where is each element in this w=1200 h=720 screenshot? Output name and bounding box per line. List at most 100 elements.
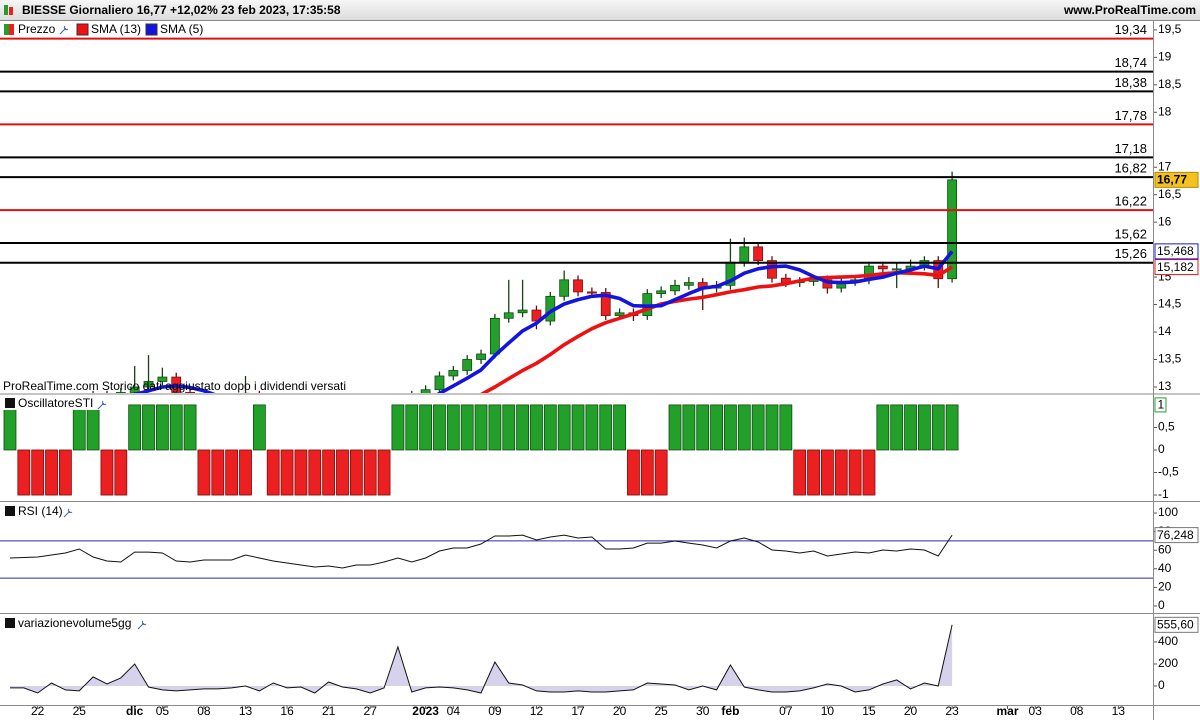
- header-site: www.ProRealTime.com: [1063, 3, 1196, 17]
- legend: Prezzo SMA (13) SMA (5): [4, 22, 203, 36]
- oscillator-bar: [751, 404, 765, 451]
- oscillator-bar: [710, 404, 723, 451]
- last-value-box: [1154, 616, 1199, 633]
- oscillator-bar: [904, 404, 917, 451]
- title-icon: [5, 398, 15, 408]
- title-bg: [2, 396, 112, 410]
- level-label: 16,22: [1114, 194, 1147, 209]
- wrench-icon[interactable]: [97, 400, 107, 410]
- oscillator-bar: [599, 404, 613, 451]
- candle-body: [185, 392, 195, 393]
- last-value-box: [1154, 259, 1199, 276]
- wrench-icon[interactable]: [137, 620, 147, 630]
- level-label: 19,34: [1114, 22, 1147, 37]
- oscillator-bar: [280, 449, 294, 496]
- y-tick-label: 14,5: [1158, 297, 1182, 311]
- x-tick-label: 05: [156, 704, 170, 718]
- x-tick-label: 27: [364, 704, 378, 718]
- title-bg: [2, 504, 78, 518]
- level-label: 15,62: [1114, 226, 1147, 241]
- oscillator-bar: [211, 449, 225, 496]
- candle-body: [255, 395, 264, 403]
- header-bar: [0, 0, 1200, 20]
- x-tick-label: dic: [126, 704, 144, 718]
- panel-titles: OscillatoreSTI RSI (14) variazionevolume…: [2, 396, 152, 630]
- frame: [0, 20, 1200, 720]
- data-note: ProRealTime.com Storico dati aggiustato …: [3, 379, 346, 393]
- oscillator-bar: [821, 449, 834, 496]
- oscillator-bar: [834, 449, 848, 496]
- candle-body: [600, 292, 611, 316]
- oscillator-bar: [114, 449, 128, 496]
- x-tick-label: 25: [73, 704, 87, 718]
- candle-body: [324, 417, 333, 420]
- x-tick-label: 09: [488, 704, 502, 718]
- oscillator-bar: [668, 404, 682, 451]
- legend-label: Prezzo: [18, 22, 56, 36]
- y-tick-label: 16: [1158, 214, 1172, 228]
- last-value-label: 15,182: [1157, 260, 1194, 274]
- candle-body: [503, 312, 514, 319]
- wrench-icon[interactable]: [59, 25, 69, 35]
- candle-body: [199, 401, 208, 404]
- level-label: 17,78: [1114, 108, 1147, 123]
- oscillator-bar: [405, 404, 419, 451]
- candle-body: [296, 412, 305, 415]
- header-title: BIESSE Giornaliero 16,77 +12,02% 23 feb …: [22, 3, 341, 17]
- oscillator-bar: [17, 449, 31, 496]
- candle-body: [517, 309, 528, 314]
- oscillator-bar: [876, 404, 890, 451]
- oscillator-bar: [142, 404, 155, 451]
- oscillator-bar: [571, 404, 585, 451]
- candle-body: [269, 403, 278, 408]
- y-tick-label: 17: [1158, 159, 1172, 173]
- level-label: 17,18: [1114, 141, 1147, 156]
- y-tick-label: 19,5: [1158, 22, 1182, 36]
- rsi-plot: [0, 534, 1153, 579]
- oscillator-bar: [391, 404, 405, 451]
- oscillator-bar: [543, 404, 557, 451]
- oscillator-bar: [45, 449, 58, 496]
- legend-label: SMA (13): [91, 22, 141, 36]
- oscillator-bar: [890, 404, 904, 451]
- candle-body: [434, 375, 445, 391]
- last-value-label: 555,60: [1157, 618, 1194, 632]
- x-tick-label: 20: [904, 704, 918, 718]
- candle-body: [767, 260, 777, 279]
- oscillator-bar: [737, 404, 751, 451]
- candle-body: [614, 312, 625, 316]
- oscillator-bar: [640, 449, 654, 496]
- price-plot: [92, 171, 958, 420]
- x-tick-label: 20: [613, 704, 627, 718]
- last-value-box: [1154, 397, 1167, 413]
- candle-body: [338, 417, 347, 420]
- x-tick-label: mar: [997, 704, 1019, 718]
- oscillator-bar: [183, 404, 197, 451]
- oscillator-bar: [336, 449, 349, 496]
- oscillator-bar: [807, 449, 820, 496]
- oscillator-bar: [100, 449, 114, 496]
- oscillator-bar: [155, 404, 169, 451]
- candle-body: [891, 268, 902, 271]
- legend-icon: [76, 23, 89, 36]
- x-tick-label: 07: [779, 704, 793, 718]
- oscillator-bar: [169, 404, 183, 451]
- panel-title: OscillatoreSTI: [18, 396, 93, 410]
- x-tick-label: 15: [862, 704, 876, 718]
- wrench-icon[interactable]: [63, 508, 73, 518]
- x-tick-label: 10: [821, 704, 835, 718]
- candle-body: [753, 246, 764, 262]
- title-icon: [5, 618, 15, 628]
- x-tick-label: 03: [1029, 704, 1043, 718]
- oscillator-bar: [31, 449, 45, 496]
- oscillator-bar: [433, 404, 446, 451]
- x-tick-label: 25: [654, 704, 668, 718]
- candle-body: [241, 395, 250, 403]
- last-value-label: 15,468: [1157, 244, 1194, 258]
- level-label: 18,38: [1114, 75, 1147, 90]
- x-tick-label: 08: [1070, 704, 1084, 718]
- candle-body: [559, 279, 570, 297]
- oscillator-bar: [654, 449, 668, 496]
- candle-body: [366, 412, 375, 415]
- oscillator-bar: [86, 404, 100, 451]
